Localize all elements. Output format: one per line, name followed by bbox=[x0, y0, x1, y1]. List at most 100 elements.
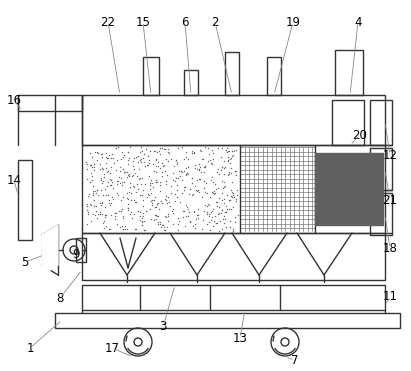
Point bbox=[218, 226, 225, 232]
Point bbox=[100, 178, 106, 184]
Point bbox=[125, 196, 131, 202]
Point bbox=[85, 209, 92, 214]
Point bbox=[229, 189, 236, 195]
Point bbox=[102, 160, 109, 166]
Point bbox=[84, 221, 90, 227]
Point bbox=[174, 159, 180, 165]
Point bbox=[139, 203, 146, 209]
Point bbox=[125, 157, 131, 163]
Point bbox=[208, 209, 214, 214]
Point bbox=[197, 176, 203, 182]
Point bbox=[181, 168, 187, 174]
Point bbox=[118, 223, 125, 229]
Text: 14: 14 bbox=[7, 174, 21, 187]
Point bbox=[196, 176, 202, 182]
Point bbox=[192, 226, 198, 232]
Point bbox=[157, 183, 163, 188]
Point bbox=[108, 177, 114, 183]
Point bbox=[162, 213, 169, 219]
Point bbox=[83, 201, 90, 207]
Point bbox=[175, 215, 181, 221]
Point bbox=[231, 194, 238, 200]
Point bbox=[166, 203, 173, 209]
Point bbox=[151, 212, 158, 218]
Point bbox=[159, 168, 165, 174]
Point bbox=[202, 202, 208, 208]
Point bbox=[194, 177, 201, 183]
Point bbox=[143, 208, 149, 214]
Point bbox=[120, 226, 127, 232]
Point bbox=[178, 190, 185, 196]
Point bbox=[182, 184, 189, 190]
Point bbox=[233, 196, 240, 202]
Point bbox=[141, 159, 147, 165]
Bar bbox=[18, 160, 32, 240]
Point bbox=[194, 165, 201, 171]
Point bbox=[191, 150, 197, 156]
Text: 21: 21 bbox=[383, 194, 397, 207]
Point bbox=[192, 183, 199, 189]
Point bbox=[85, 193, 92, 199]
Point bbox=[136, 149, 143, 155]
Point bbox=[125, 201, 131, 207]
Point bbox=[186, 209, 192, 215]
Point bbox=[90, 161, 97, 167]
Point bbox=[124, 190, 131, 196]
Point bbox=[137, 210, 144, 216]
Point bbox=[121, 179, 127, 185]
Point bbox=[190, 223, 196, 229]
Point bbox=[120, 213, 126, 219]
Point bbox=[200, 156, 206, 162]
Point bbox=[130, 163, 136, 169]
Point bbox=[192, 165, 199, 171]
Bar bbox=[82, 95, 385, 145]
Point bbox=[195, 206, 201, 212]
Point bbox=[157, 198, 164, 204]
Point bbox=[223, 224, 229, 230]
Point bbox=[218, 154, 224, 160]
Point bbox=[161, 224, 167, 230]
Point bbox=[210, 150, 216, 155]
Point bbox=[220, 185, 226, 191]
Point bbox=[126, 189, 132, 195]
Point bbox=[165, 149, 171, 155]
Point bbox=[209, 223, 216, 229]
Point bbox=[154, 149, 161, 155]
Point bbox=[189, 192, 195, 198]
Point bbox=[219, 207, 225, 213]
Point bbox=[222, 209, 229, 215]
Point bbox=[118, 208, 124, 214]
Point bbox=[128, 209, 135, 215]
Point bbox=[109, 151, 115, 157]
Point bbox=[134, 181, 141, 187]
Point bbox=[138, 144, 144, 150]
Point bbox=[228, 155, 235, 161]
Point bbox=[91, 167, 97, 173]
Point bbox=[152, 158, 159, 164]
Point bbox=[179, 144, 186, 150]
Point bbox=[195, 166, 202, 172]
Bar bbox=[225, 52, 239, 95]
Point bbox=[218, 190, 225, 196]
Point bbox=[208, 208, 215, 214]
Text: 6: 6 bbox=[181, 16, 189, 29]
Point bbox=[215, 171, 222, 177]
Point bbox=[128, 197, 134, 203]
Point bbox=[155, 160, 162, 165]
Point bbox=[206, 219, 212, 225]
Point bbox=[122, 223, 129, 229]
Bar bbox=[18, 95, 82, 111]
Point bbox=[125, 207, 132, 213]
Point bbox=[138, 158, 144, 164]
Point bbox=[147, 182, 153, 188]
Point bbox=[90, 203, 97, 209]
Point bbox=[157, 219, 164, 224]
Point bbox=[138, 156, 144, 162]
Point bbox=[187, 219, 194, 225]
Point bbox=[208, 160, 215, 166]
Point bbox=[99, 220, 106, 226]
Point bbox=[119, 179, 125, 185]
Point bbox=[229, 179, 235, 185]
Point bbox=[183, 171, 189, 177]
Text: 17: 17 bbox=[104, 341, 120, 355]
